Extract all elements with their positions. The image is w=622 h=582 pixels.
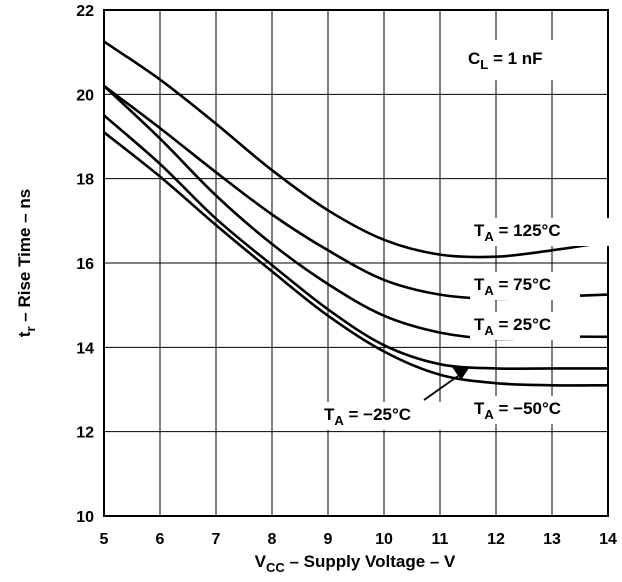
y-tick-label: 16	[76, 256, 94, 273]
x-tick-labels: 5 6 7 8 9 10 11 12 13 14	[100, 531, 617, 548]
series-label-0: TA = 125°C	[474, 221, 561, 244]
cl-annotation-bg	[462, 40, 602, 80]
y-tick-label: 14	[76, 340, 94, 357]
pointer-arrowhead	[452, 367, 469, 380]
y-tick-label: 12	[76, 425, 94, 442]
series-label-1: TA = 75°C	[474, 275, 551, 298]
x-tick-label: 10	[375, 531, 393, 548]
series-label-bg	[470, 312, 580, 340]
cl-annotation: CL = 1 nF	[468, 49, 543, 72]
series-line-4	[103, 131, 609, 387]
series-label-bg	[470, 272, 580, 300]
series-line-3	[103, 114, 608, 371]
y-tick-label: 20	[76, 87, 94, 104]
x-tick-label: 5	[100, 531, 109, 548]
series-line-0	[103, 40, 609, 259]
y-tick-label: 22	[76, 3, 94, 20]
x-tick-label: 9	[324, 531, 333, 548]
x-tick-label: 14	[599, 531, 617, 548]
x-tick-label: 11	[432, 531, 449, 548]
y-tick-labels: 10 12 14 16 18 20 22	[76, 3, 94, 526]
series-label-3: TA = −25°C	[324, 405, 411, 428]
grid	[103, 9, 609, 517]
x-tick-label: 12	[487, 531, 505, 548]
plot-frame	[103, 9, 609, 517]
y-axis-label: tr – Rise Time – ns	[15, 189, 38, 337]
y-tick-label: 10	[76, 509, 94, 526]
pointer-arrow	[423, 367, 469, 401]
series-label-2: TA = 25°C	[474, 315, 551, 338]
x-tick-label: 13	[543, 531, 561, 548]
series-label-bg	[320, 402, 450, 430]
pointer-line	[423, 375, 459, 401]
series-label-4: TA = −50°C	[474, 399, 561, 422]
series-line-2	[103, 84, 609, 341]
series-label-bg	[470, 218, 610, 246]
x-axis-label: VCC – Supply Voltage – V	[255, 552, 456, 575]
x-tick-label: 8	[268, 531, 277, 548]
x-tick-label: 6	[156, 531, 165, 548]
x-tick-label: 7	[212, 531, 221, 548]
series-label-bg	[470, 396, 600, 424]
series-labels: TA = 125°C TA = 75°C TA = 25°C TA = −25°C TA…	[320, 218, 610, 430]
y-tick-label: 18	[76, 172, 94, 189]
